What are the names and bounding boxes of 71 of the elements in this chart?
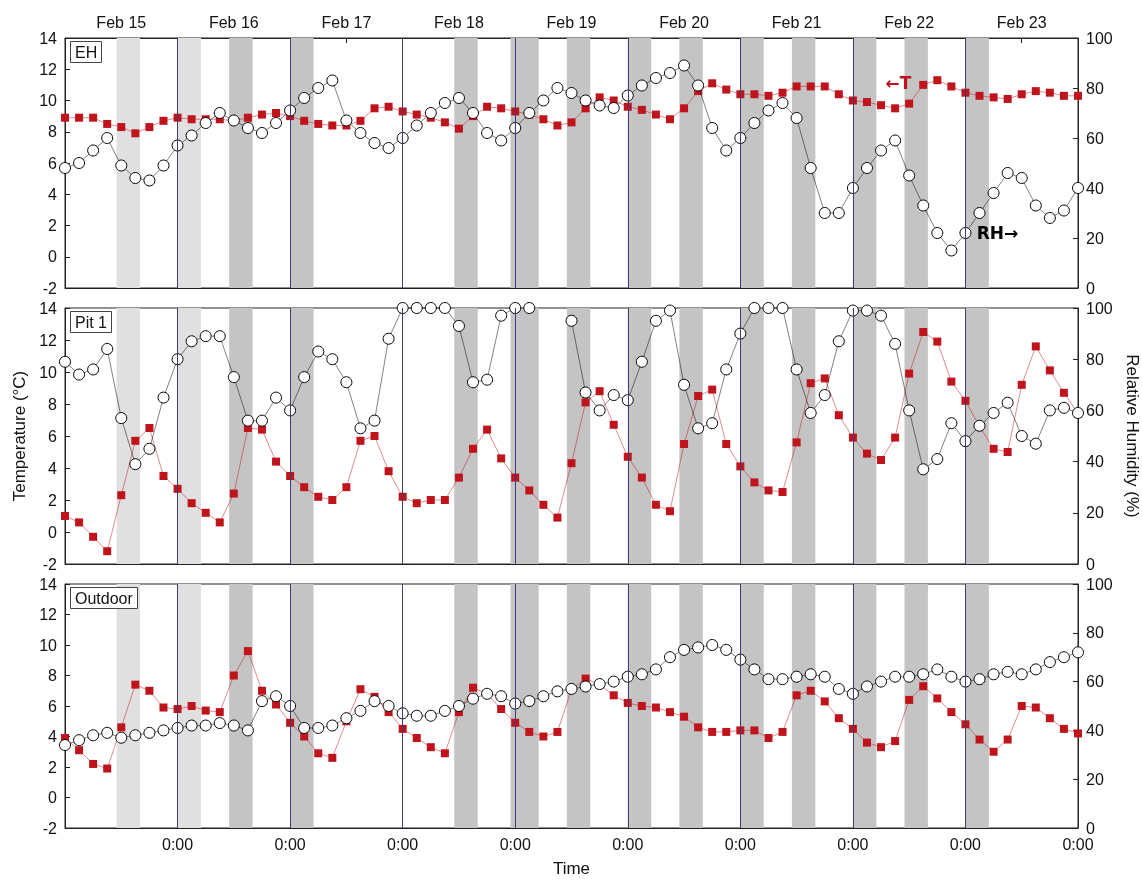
y2-tick-label: 80: [1086, 624, 1104, 642]
y-tick-label: 10: [39, 92, 58, 109]
y2-tick-label: 20: [1086, 504, 1104, 522]
y-tick-label: -2: [42, 819, 58, 837]
y-tick-label: 14: [39, 29, 58, 47]
y-tick-label: 0: [48, 789, 58, 806]
y-tick-label: -2: [42, 555, 58, 573]
y-tick-label: 4: [48, 185, 58, 203]
y2-tick-label: 100: [1086, 29, 1113, 47]
y-tick-label: 12: [39, 331, 58, 349]
x-tick-label: 0:00: [274, 836, 306, 853]
y-tick-label: -2: [42, 279, 58, 297]
y-tick-label: 6: [48, 697, 58, 715]
y-tick-label: 2: [48, 758, 58, 776]
x-tick-label: 0:00: [724, 836, 756, 853]
y2-tick-label: 20: [1086, 229, 1104, 247]
x-axis-title: Time: [552, 859, 591, 878]
x-tick-label: 0:00: [837, 836, 869, 853]
y2-tick-label: 20: [1086, 770, 1104, 788]
y-tick-label: 2: [48, 217, 58, 234]
y2-tick-label: 0: [1086, 279, 1095, 297]
annotation: ←T: [885, 73, 912, 93]
x2-tick-label: Feb 23: [996, 13, 1047, 31]
y-tick-label: 10: [39, 363, 58, 381]
y-axis-title: Temperature (°C): [10, 370, 30, 502]
y2-tick-label: 40: [1086, 721, 1104, 739]
y2-tick-label: 100: [1086, 299, 1113, 317]
x-tick-label: 0:00: [1062, 836, 1094, 853]
x2-tick-label: Feb 19: [546, 13, 597, 31]
y2-axis-title: Relative Humidity (%): [1122, 354, 1142, 518]
y2-tick-label: 40: [1086, 453, 1104, 471]
y-tick-label: 12: [39, 60, 58, 78]
chart-title: Outdoor: [75, 589, 134, 607]
y2-tick-label: 40: [1086, 179, 1104, 197]
chart-title: Pit 1: [75, 313, 108, 331]
y-tick-label: 14: [39, 299, 58, 317]
y2-tick-label: 60: [1086, 401, 1104, 419]
y-tick-label: 0: [48, 248, 58, 266]
y-tick-label: 0: [48, 523, 58, 541]
y-tick-label: 12: [39, 606, 58, 623]
x2-tick-label: Feb 22: [884, 13, 935, 31]
y2-tick-label: 80: [1086, 350, 1104, 368]
x2-tick-label: Feb 16: [208, 13, 259, 31]
x2-tick-label: Feb 17: [321, 13, 372, 31]
y-tick-label: 8: [48, 123, 58, 141]
x2-tick-label: Feb 21: [771, 13, 822, 31]
y2-tick-label: 60: [1086, 129, 1104, 147]
chart-title: EH: [75, 43, 98, 61]
y-tick-label: 4: [48, 728, 58, 745]
x2-tick-label: Feb 18: [434, 13, 484, 31]
y-tick-label: 10: [39, 636, 58, 654]
y-tick-label: 14: [39, 575, 58, 593]
x2-tick-label: Feb 15: [96, 13, 147, 31]
y2-tick-label: 0: [1086, 819, 1095, 837]
y-tick-label: 8: [48, 395, 58, 413]
x-tick-label: 0:00: [949, 836, 982, 853]
x-tick-label: 0:00: [387, 836, 419, 853]
y-tick-label: 2: [48, 491, 58, 509]
x-tick-label: 0:00: [499, 836, 531, 853]
x2-tick-label: Feb 20: [659, 13, 710, 31]
y-tick-label: 6: [48, 154, 58, 172]
y2-tick-label: 80: [1086, 79, 1104, 97]
y-tick-label: 4: [48, 459, 58, 477]
y2-tick-label: 0: [1086, 555, 1095, 573]
y2-tick-label: 100: [1086, 575, 1113, 593]
y-tick-label: 8: [48, 667, 58, 684]
x-tick-label: 0:00: [612, 836, 644, 853]
annotation: RH→: [976, 223, 1019, 243]
x-tick-label: 0:00: [161, 836, 194, 853]
y2-tick-label: 60: [1086, 673, 1104, 691]
y-tick-label: 6: [48, 427, 58, 445]
